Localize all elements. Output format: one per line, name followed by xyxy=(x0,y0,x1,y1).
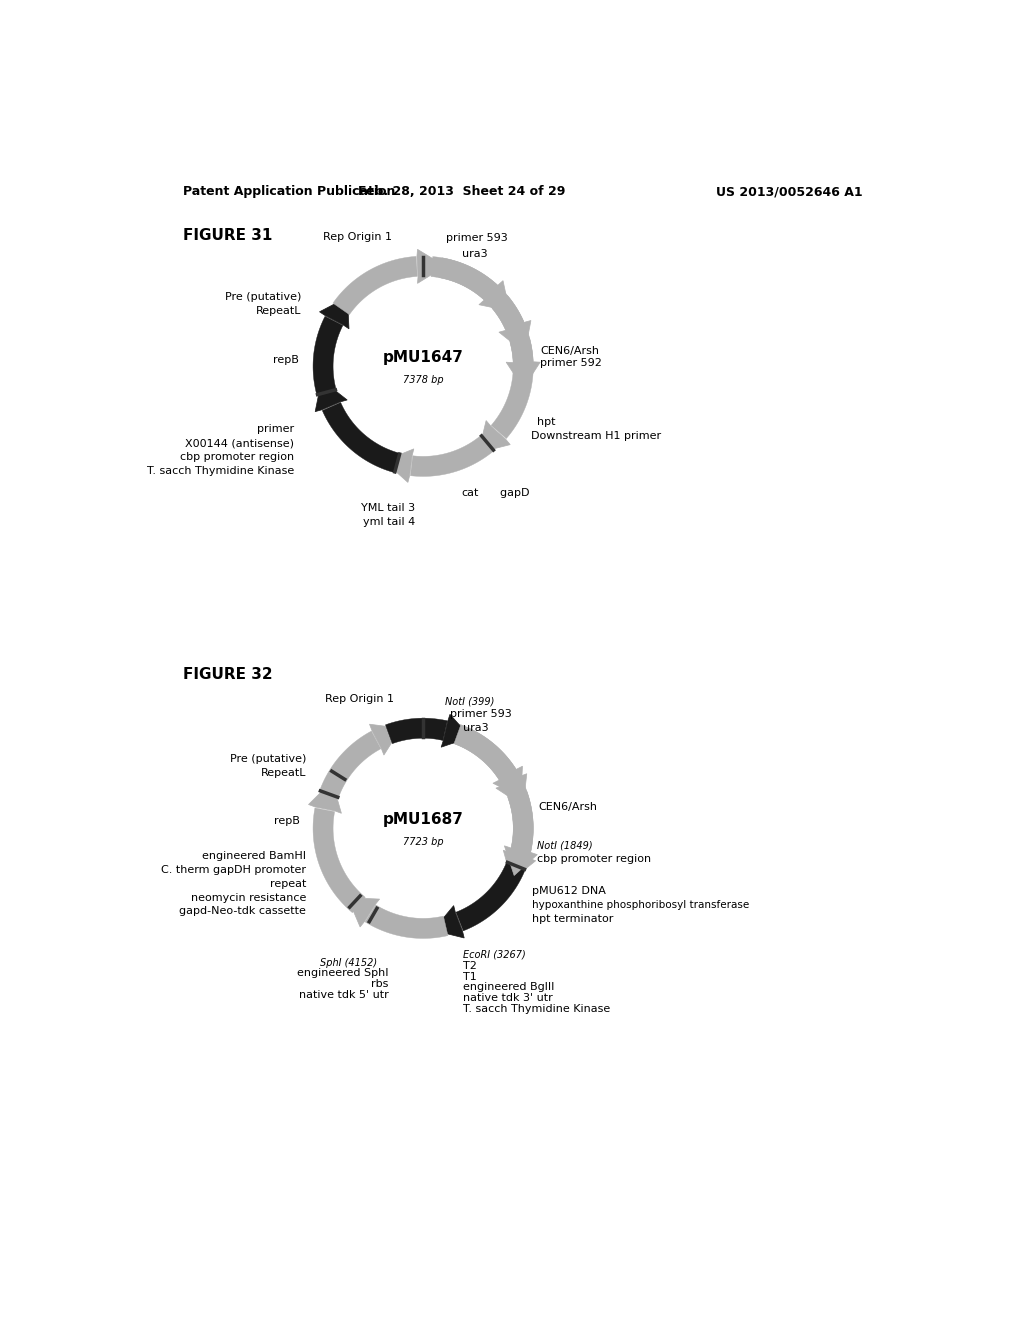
Text: 7378 bp: 7378 bp xyxy=(402,375,443,385)
Polygon shape xyxy=(508,791,534,858)
Text: primer 593: primer 593 xyxy=(446,234,508,243)
Polygon shape xyxy=(313,808,366,912)
Text: engineered BamHI: engineered BamHI xyxy=(202,851,306,861)
Text: cbp promoter region: cbp promoter region xyxy=(538,854,651,865)
Polygon shape xyxy=(454,725,516,780)
Text: C. therm gapDH promoter: C. therm gapDH promoter xyxy=(161,865,306,875)
Polygon shape xyxy=(319,297,349,329)
Text: yml tail 4: yml tail 4 xyxy=(364,517,416,527)
Text: pMU1647: pMU1647 xyxy=(383,350,464,364)
Polygon shape xyxy=(492,338,534,438)
Text: X00144 (antisense): X00144 (antisense) xyxy=(184,438,294,449)
Polygon shape xyxy=(505,846,538,875)
Polygon shape xyxy=(439,719,520,785)
Text: 7723 bp: 7723 bp xyxy=(402,837,443,847)
Text: YML tail 3: YML tail 3 xyxy=(361,503,416,513)
Text: primer 592: primer 592 xyxy=(541,358,602,368)
Text: gapd-Neo-tdk cassette: gapd-Neo-tdk cassette xyxy=(179,907,306,916)
Polygon shape xyxy=(411,436,494,477)
Text: gapD: gapD xyxy=(478,488,529,498)
Polygon shape xyxy=(439,257,523,330)
Polygon shape xyxy=(506,362,541,388)
Text: SphI (4152): SphI (4152) xyxy=(319,958,377,968)
Text: EcoRI (3267): EcoRI (3267) xyxy=(463,950,526,960)
Text: cat: cat xyxy=(462,488,479,498)
Polygon shape xyxy=(496,774,526,807)
Text: engineered BglII: engineered BglII xyxy=(463,982,555,993)
Polygon shape xyxy=(366,906,447,939)
Polygon shape xyxy=(348,898,380,927)
Text: T2: T2 xyxy=(463,961,477,970)
Text: pMU612 DNA: pMU612 DNA xyxy=(532,887,606,896)
Polygon shape xyxy=(370,725,400,755)
Polygon shape xyxy=(456,862,525,931)
Polygon shape xyxy=(505,781,534,851)
Text: NotI (399): NotI (399) xyxy=(444,697,495,706)
Text: Rep Origin 1: Rep Origin 1 xyxy=(325,693,394,704)
Polygon shape xyxy=(493,296,534,362)
Polygon shape xyxy=(323,403,399,473)
Polygon shape xyxy=(333,256,418,314)
Polygon shape xyxy=(493,766,522,797)
Text: Downstream H1 primer: Downstream H1 primer xyxy=(531,430,662,441)
Polygon shape xyxy=(315,380,347,412)
Polygon shape xyxy=(479,281,510,312)
Polygon shape xyxy=(417,249,445,284)
Text: repeat: repeat xyxy=(269,879,306,888)
Polygon shape xyxy=(319,731,381,797)
Text: T1: T1 xyxy=(463,972,477,982)
Text: hypoxanthine phosphoribosyl transferase: hypoxanthine phosphoribosyl transferase xyxy=(532,900,750,911)
Polygon shape xyxy=(431,256,498,300)
Polygon shape xyxy=(384,449,414,482)
Text: Patent Application Publication: Patent Application Publication xyxy=(183,185,395,198)
Text: CEN6/Arsh: CEN6/Arsh xyxy=(541,346,599,356)
Text: engineered SphI: engineered SphI xyxy=(297,969,388,978)
Text: FIGURE 32: FIGURE 32 xyxy=(183,667,272,681)
Text: ura3: ura3 xyxy=(462,248,487,259)
Polygon shape xyxy=(499,321,530,352)
Text: repB: repB xyxy=(274,816,300,825)
Text: primer 593: primer 593 xyxy=(451,709,512,719)
Text: T. sacch Thymidine Kinase: T. sacch Thymidine Kinase xyxy=(146,466,294,477)
Text: ura3: ura3 xyxy=(463,723,488,733)
Text: native tdk 3' utr: native tdk 3' utr xyxy=(463,993,553,1003)
Polygon shape xyxy=(441,714,470,747)
Polygon shape xyxy=(308,781,341,813)
Text: rbs: rbs xyxy=(371,979,388,989)
Text: Rep Origin 1: Rep Origin 1 xyxy=(324,231,392,242)
Text: NotI (1849): NotI (1849) xyxy=(538,841,593,850)
Polygon shape xyxy=(433,906,464,939)
Text: repB: repB xyxy=(272,355,298,366)
Text: RepeatL: RepeatL xyxy=(261,768,306,777)
Text: RepeatL: RepeatL xyxy=(256,306,301,315)
Polygon shape xyxy=(385,718,447,743)
Polygon shape xyxy=(313,317,343,395)
Text: Pre (putative): Pre (putative) xyxy=(225,292,301,302)
Text: T. sacch Thymidine Kinase: T. sacch Thymidine Kinase xyxy=(463,1003,610,1014)
Text: Feb. 28, 2013  Sheet 24 of 29: Feb. 28, 2013 Sheet 24 of 29 xyxy=(358,185,565,198)
Polygon shape xyxy=(504,850,536,880)
Text: cbp promoter region: cbp promoter region xyxy=(179,453,294,462)
Text: Pre (putative): Pre (putative) xyxy=(229,754,306,764)
Text: US 2013/0052646 A1: US 2013/0052646 A1 xyxy=(716,185,862,198)
Polygon shape xyxy=(478,421,510,453)
Text: primer: primer xyxy=(257,425,294,434)
Text: hpt terminator: hpt terminator xyxy=(532,915,613,924)
Text: hpt: hpt xyxy=(538,417,556,426)
Text: native tdk 5' utr: native tdk 5' utr xyxy=(299,990,388,1001)
Text: pMU1687: pMU1687 xyxy=(383,812,464,826)
Text: neomycin resistance: neomycin resistance xyxy=(190,892,306,903)
Text: CEN6/Arsh: CEN6/Arsh xyxy=(539,801,598,812)
Text: FIGURE 31: FIGURE 31 xyxy=(183,227,272,243)
